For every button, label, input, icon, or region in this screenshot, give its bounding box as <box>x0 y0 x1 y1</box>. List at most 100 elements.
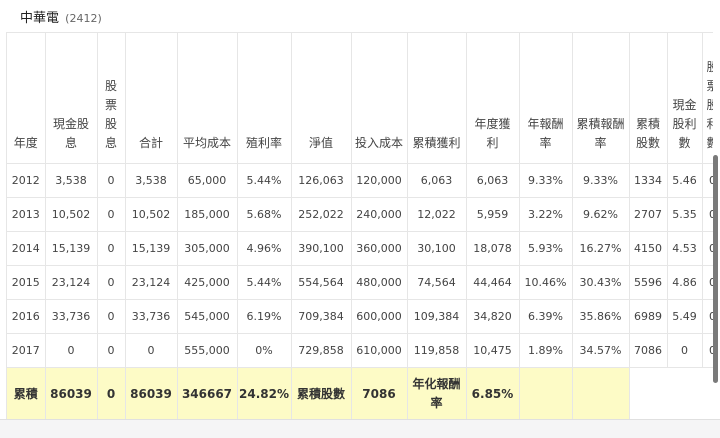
table-row: 2016 33,736 0 33,736 545,000 6.19% 709,3… <box>7 299 713 334</box>
table-cell: 5.93% <box>519 231 573 266</box>
col-header-stock-dividend-count[interactable]: 股票股利數 <box>702 33 713 164</box>
table-cell: 65,000 <box>177 163 238 198</box>
summary-blank-cell <box>667 367 702 420</box>
table-cell: 0 <box>702 197 713 232</box>
table-cell: 5.46 <box>667 163 703 198</box>
table-cell: 3,538 <box>45 163 98 198</box>
col-header-cumulative-return[interactable]: 累積報酬率 <box>572 33 630 164</box>
table-cell: 2013 <box>7 197 46 232</box>
table-cell: 6,063 <box>407 163 467 198</box>
summary-empty-cell <box>572 367 630 420</box>
header-row: 年度 現金股息 股票股息 合計 平均成本 殖利率 淨值 投入成本 累積獲利 年度… <box>7 33 713 164</box>
table-row: 2017 0 0 0 555,000 0% 729,858 610,000 11… <box>7 333 713 368</box>
table-cell: 3,538 <box>125 163 178 198</box>
table-cell: 425,000 <box>177 265 238 300</box>
col-header-year[interactable]: 年度 <box>7 33 46 164</box>
table-cell: 74,564 <box>407 265 467 300</box>
col-header-annual-return[interactable]: 年報酬率 <box>519 33 573 164</box>
col-header-avg-cost[interactable]: 平均成本 <box>177 33 238 164</box>
table-cell: 5.35 <box>667 197 703 232</box>
table-cell: 2016 <box>7 299 46 334</box>
table-cell: 16.27% <box>572 231 630 266</box>
table-cell: 1334 <box>629 163 668 198</box>
table-cell: 2012 <box>7 163 46 198</box>
col-header-cumulative-shares[interactable]: 累積股數 <box>629 33 668 164</box>
col-header-invested-cost[interactable]: 投入成本 <box>351 33 408 164</box>
table-cell: 15,139 <box>45 231 98 266</box>
table-cell: 9.33% <box>519 163 573 198</box>
table-cell: 709,384 <box>291 299 352 334</box>
table-cell: 0 <box>702 163 713 198</box>
table-cell: 305,000 <box>177 231 238 266</box>
summary-blank-cell <box>629 367 667 420</box>
col-header-yield[interactable]: 殖利率 <box>237 33 292 164</box>
table-cell: 18,078 <box>466 231 520 266</box>
table-cell: 0 <box>702 333 713 368</box>
table-cell: 0 <box>97 197 126 232</box>
table-cell: 30.43% <box>572 265 630 300</box>
summary-total: 86039 <box>125 367 178 420</box>
table-cell: 185,000 <box>177 197 238 232</box>
table-cell: 35.86% <box>572 299 630 334</box>
summary-annual-return: 6.85% <box>466 367 520 420</box>
table-cell: 0 <box>97 299 126 334</box>
table-cell: 4.86 <box>667 265 703 300</box>
table-cell: 6.19% <box>237 299 292 334</box>
table-cell: 5.44% <box>237 265 292 300</box>
summary-yield: 24.82% <box>237 367 292 420</box>
table-cell: 390,100 <box>291 231 352 266</box>
table-cell: 0 <box>97 231 126 266</box>
col-header-cumulative-profit[interactable]: 累積獲利 <box>407 33 467 164</box>
summary-label: 累積 <box>7 367 46 420</box>
col-header-cash-dividend-count[interactable]: 現金股利數 <box>667 33 703 164</box>
table-cell: 0% <box>237 333 292 368</box>
table-cell: 4.53 <box>667 231 703 266</box>
table-cell: 0 <box>702 299 713 334</box>
table-cell: 30,100 <box>407 231 467 266</box>
table-cell: 5.49 <box>667 299 703 334</box>
col-header-net-value[interactable]: 淨值 <box>291 33 352 164</box>
table-cell: 0 <box>97 333 126 368</box>
table-cell: 9.33% <box>572 163 630 198</box>
summary-empty-cell <box>519 367 573 420</box>
table-cell: 554,564 <box>291 265 352 300</box>
summary-cash-dividend: 86039 <box>45 367 98 420</box>
table-cell: 34.57% <box>572 333 630 368</box>
summary-blank-cell <box>702 367 713 420</box>
table-cell: 252,022 <box>291 197 352 232</box>
bottom-bar <box>0 419 720 438</box>
summary-shares: 7086 <box>351 367 408 420</box>
table-row: 2012 3,538 0 3,538 65,000 5.44% 126,063 … <box>7 163 713 198</box>
table-cell: 6,063 <box>466 163 520 198</box>
dividend-table-container[interactable]: 年度 現金股息 股票股息 合計 平均成本 殖利率 淨值 投入成本 累積獲利 年度… <box>6 32 713 420</box>
table-cell: 729,858 <box>291 333 352 368</box>
table-row: 2014 15,139 0 15,139 305,000 4.96% 390,1… <box>7 231 713 266</box>
table-row: 2015 23,124 0 23,124 425,000 5.44% 554,5… <box>7 265 713 300</box>
table-cell: 0 <box>702 231 713 266</box>
table-cell: 360,000 <box>351 231 408 266</box>
col-header-annual-profit[interactable]: 年度獲利 <box>466 33 520 164</box>
table-cell: 119,858 <box>407 333 467 368</box>
stock-code: (2412) <box>65 12 102 25</box>
table-cell: 12,022 <box>407 197 467 232</box>
dividend-table: 年度 現金股息 股票股息 合計 平均成本 殖利率 淨值 投入成本 累積獲利 年度… <box>7 33 713 420</box>
vertical-scrollbar[interactable] <box>713 155 718 383</box>
table-cell: 610,000 <box>351 333 408 368</box>
table-row: 2013 10,502 0 10,502 185,000 5.68% 252,0… <box>7 197 713 232</box>
table-cell: 5.44% <box>237 163 292 198</box>
table-cell: 120,000 <box>351 163 408 198</box>
table-cell: 3.22% <box>519 197 573 232</box>
table-cell: 34,820 <box>466 299 520 334</box>
table-cell: 0 <box>97 163 126 198</box>
col-header-stock-dividend[interactable]: 股票股息 <box>97 33 126 164</box>
table-cell: 5596 <box>629 265 668 300</box>
col-header-total[interactable]: 合計 <box>125 33 178 164</box>
summary-avg-cost: 346667 <box>177 367 238 420</box>
table-cell: 0 <box>667 333 703 368</box>
table-cell: 7086 <box>629 333 668 368</box>
table-cell: 0 <box>125 333 178 368</box>
table-cell: 0 <box>45 333 98 368</box>
col-header-cash-dividend[interactable]: 現金股息 <box>45 33 98 164</box>
table-cell: 2707 <box>629 197 668 232</box>
table-cell: 480,000 <box>351 265 408 300</box>
